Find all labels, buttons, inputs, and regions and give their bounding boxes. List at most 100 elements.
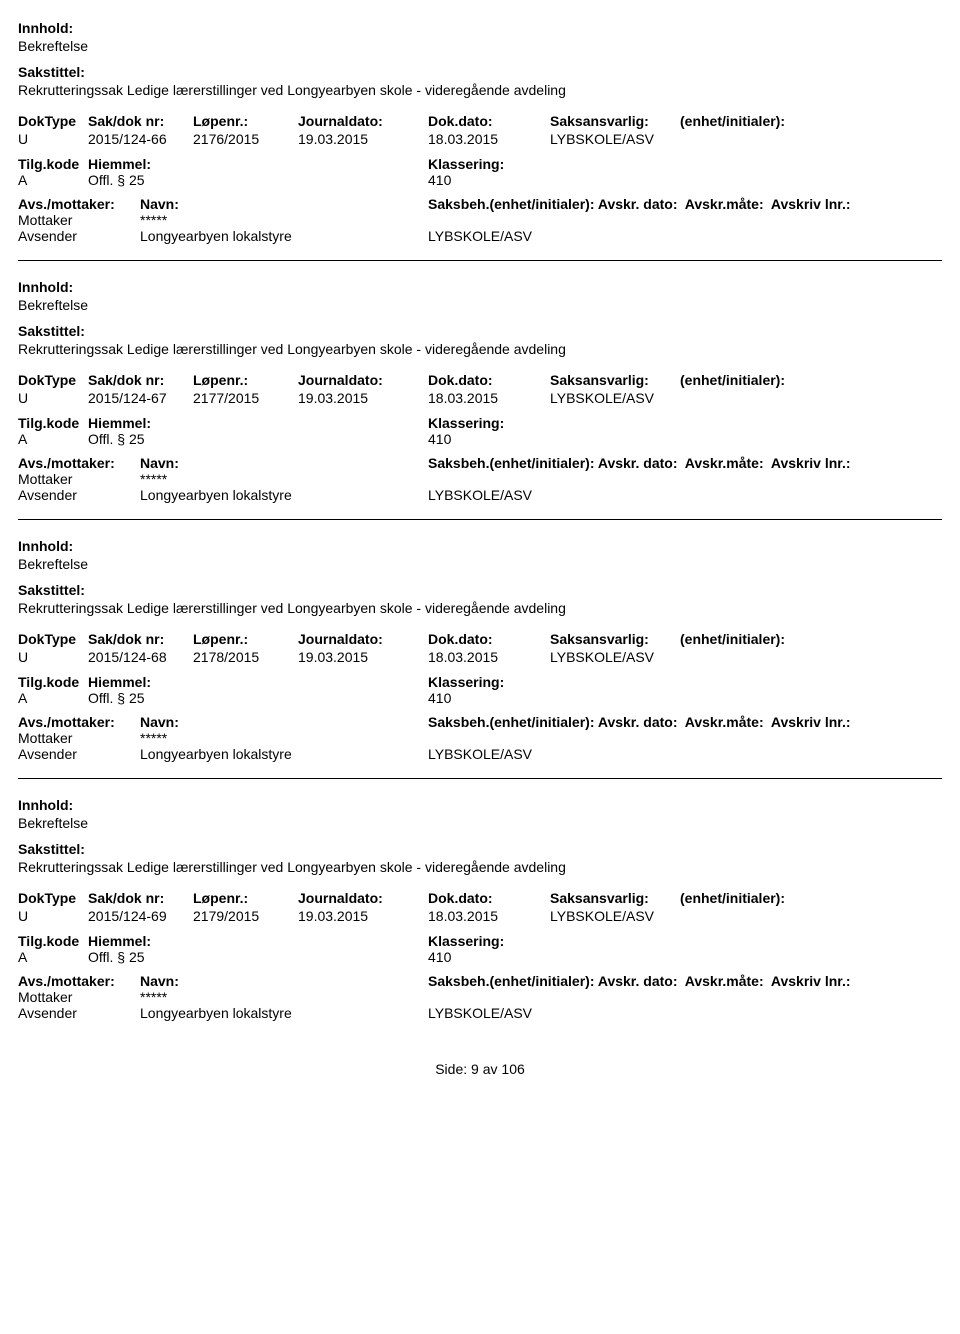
avs-header-row: Avs./mottaker: Navn: Saksbeh.(enhet/init… <box>18 455 942 471</box>
header-enhet-initialer: (enhet/initialer): <box>680 371 942 389</box>
header-saksbeh-ei: Saksbeh.(enhet/initialer): <box>428 455 594 471</box>
header-saknr: Sak/dok nr: <box>88 889 193 907</box>
header-saknr: Sak/dok nr: <box>88 112 193 130</box>
tilgkode-header-row: Tilg.kode Hiemmel: Klassering: <box>18 415 942 431</box>
mottaker-navn: ***** <box>140 989 428 1005</box>
value-dokdato: 18.03.2015 <box>428 907 550 925</box>
header-klassering: Klassering: <box>428 156 942 172</box>
header-dokdato: Dok.dato: <box>428 371 550 389</box>
header-journaldato: Journaldato: <box>298 889 428 907</box>
meta-value-row: U 2015/124-68 2178/2015 19.03.2015 18.03… <box>18 648 942 666</box>
value-journaldato: 19.03.2015 <box>298 389 428 407</box>
tilgkode-value-row: A Offl. § 25 410 <box>18 949 942 965</box>
value-saknr: 2015/124-68 <box>88 648 193 666</box>
value-lopenr: 2176/2015 <box>193 130 298 148</box>
header-tilgkode: Tilg.kode <box>18 933 88 949</box>
value-dokdato: 18.03.2015 <box>428 130 550 148</box>
value-tilgkode: A <box>18 690 88 706</box>
mottaker-rest <box>428 730 942 746</box>
value-saknr: 2015/124-67 <box>88 389 193 407</box>
value-klassering: 410 <box>428 431 942 447</box>
header-hjemmel: Hiemmel: <box>88 674 428 690</box>
header-navn: Navn: <box>140 455 428 471</box>
tilgkode-header-row: Tilg.kode Hiemmel: Klassering: <box>18 674 942 690</box>
header-enhet-initialer: (enhet/initialer): <box>680 630 942 648</box>
header-tilgkode: Tilg.kode <box>18 674 88 690</box>
mottaker-label: Mottaker <box>18 989 140 1005</box>
value-lopenr: 2178/2015 <box>193 648 298 666</box>
value-saksansvarlig: LYBSKOLE/ASV <box>550 130 680 148</box>
meta-header-row: DokType Sak/dok nr: Løpenr.: Journaldato… <box>18 371 942 389</box>
tilgkode-header-row: Tilg.kode Hiemmel: Klassering: <box>18 933 942 949</box>
sakstittel-label: Sakstittel: <box>18 582 942 598</box>
footer-prefix: Side: <box>435 1061 467 1077</box>
avsender-unit: LYBSKOLE/ASV <box>428 746 942 762</box>
header-lopenr: Løpenr.: <box>193 889 298 907</box>
innhold-value: Bekreftelse <box>18 297 942 313</box>
value-doktype: U <box>18 907 88 925</box>
mottaker-rest <box>428 471 942 487</box>
value-tilgkode: A <box>18 172 88 188</box>
header-dokdato: Dok.dato: <box>428 630 550 648</box>
header-enhet-initialer: (enhet/initialer): <box>680 112 942 130</box>
header-lopenr: Løpenr.: <box>193 630 298 648</box>
mottaker-row: Mottaker ***** <box>18 730 942 746</box>
header-lopenr: Løpenr.: <box>193 112 298 130</box>
innhold-value: Bekreftelse <box>18 556 942 572</box>
tilgkode-value-row: A Offl. § 25 410 <box>18 690 942 706</box>
header-klassering: Klassering: <box>428 674 942 690</box>
header-avskriv-lnr: Avskriv lnr.: <box>771 196 851 212</box>
value-saksansvarlig: LYBSKOLE/ASV <box>550 389 680 407</box>
footer-page: 9 <box>471 1061 479 1077</box>
innhold-value: Bekreftelse <box>18 815 942 831</box>
avsender-label: Avsender <box>18 1005 140 1021</box>
header-journaldato: Journaldato: <box>298 630 428 648</box>
avsender-row: Avsender Longyearbyen lokalstyre LYBSKOL… <box>18 746 942 762</box>
avsender-label: Avsender <box>18 746 140 762</box>
record-separator <box>18 519 942 520</box>
journal-record: Innhold: Bekreftelse Sakstittel: Rekrutt… <box>18 20 942 244</box>
mottaker-row: Mottaker ***** <box>18 212 942 228</box>
sakstittel-value: Rekrutteringssak Ledige lærerstillinger … <box>18 341 942 357</box>
avsender-unit: LYBSKOLE/ASV <box>428 487 942 503</box>
journal-record: Innhold: Bekreftelse Sakstittel: Rekrutt… <box>18 538 942 762</box>
header-navn: Navn: <box>140 714 428 730</box>
header-navn: Navn: <box>140 196 428 212</box>
mottaker-navn: ***** <box>140 471 428 487</box>
header-hjemmel: Hiemmel: <box>88 415 428 431</box>
sakstittel-value: Rekrutteringssak Ledige lærerstillinger … <box>18 600 942 616</box>
avsender-navn: Longyearbyen lokalstyre <box>140 1005 428 1021</box>
journal-record: Innhold: Bekreftelse Sakstittel: Rekrutt… <box>18 279 942 503</box>
header-saksbeh-ei: Saksbeh.(enhet/initialer): <box>428 196 594 212</box>
sakstittel-label: Sakstittel: <box>18 64 942 80</box>
header-avskriv-lnr: Avskriv lnr.: <box>771 714 851 730</box>
mottaker-label: Mottaker <box>18 730 140 746</box>
tilgkode-value-row: A Offl. § 25 410 <box>18 431 942 447</box>
avsender-label: Avsender <box>18 228 140 244</box>
value-dokdato: 18.03.2015 <box>428 389 550 407</box>
header-avskr-dato: Avskr. dato: <box>598 455 678 471</box>
tilgkode-header-row: Tilg.kode Hiemmel: Klassering: <box>18 156 942 172</box>
record-separator <box>18 260 942 261</box>
value-enhet-initialer <box>680 130 942 148</box>
header-saksbeh-group: Saksbeh.(enhet/initialer): Avskr. dato: … <box>428 714 942 730</box>
value-hjemmel: Offl. § 25 <box>88 172 428 188</box>
header-saksbeh-group: Saksbeh.(enhet/initialer): Avskr. dato: … <box>428 973 942 989</box>
meta-value-row: U 2015/124-66 2176/2015 19.03.2015 18.03… <box>18 130 942 148</box>
innhold-label: Innhold: <box>18 797 942 813</box>
header-enhet-initialer: (enhet/initialer): <box>680 889 942 907</box>
mottaker-label: Mottaker <box>18 212 140 228</box>
header-avskr-dato: Avskr. dato: <box>598 196 678 212</box>
record-separator <box>18 778 942 779</box>
header-avskr-dato: Avskr. dato: <box>598 714 678 730</box>
header-klassering: Klassering: <box>428 415 942 431</box>
avsender-unit: LYBSKOLE/ASV <box>428 1005 942 1021</box>
tilgkode-value-row: A Offl. § 25 410 <box>18 172 942 188</box>
value-klassering: 410 <box>428 949 942 965</box>
header-saksansvarlig: Saksansvarlig: <box>550 112 680 130</box>
header-avskriv-lnr: Avskriv lnr.: <box>771 973 851 989</box>
value-tilgkode: A <box>18 949 88 965</box>
header-saksbeh-group: Saksbeh.(enhet/initialer): Avskr. dato: … <box>428 196 942 212</box>
meta-value-row: U 2015/124-67 2177/2015 19.03.2015 18.03… <box>18 389 942 407</box>
header-saknr: Sak/dok nr: <box>88 371 193 389</box>
